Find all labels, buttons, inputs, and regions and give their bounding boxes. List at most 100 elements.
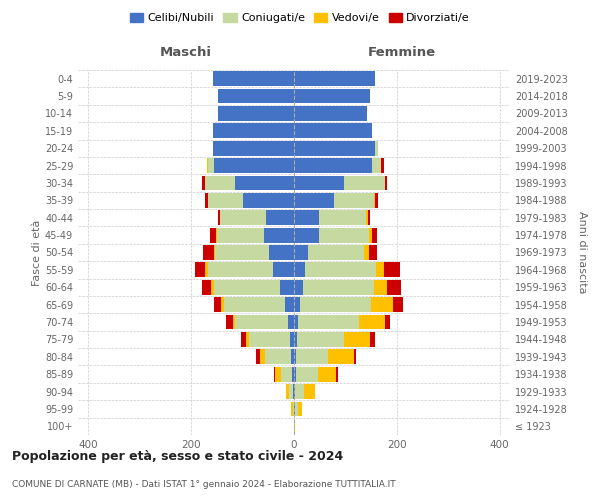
Bar xyxy=(211,280,214,294)
Bar xyxy=(328,350,353,364)
Bar xyxy=(214,280,280,294)
Bar xyxy=(371,228,377,242)
Bar xyxy=(275,367,281,382)
Bar xyxy=(294,106,367,121)
Bar xyxy=(205,193,208,208)
Bar xyxy=(195,262,205,278)
Bar xyxy=(241,332,246,347)
Bar xyxy=(266,210,294,225)
Bar xyxy=(294,419,295,434)
Bar xyxy=(294,350,296,364)
Bar xyxy=(300,298,371,312)
Bar xyxy=(269,245,294,260)
Bar xyxy=(382,158,384,173)
Bar xyxy=(242,193,294,208)
Bar xyxy=(292,402,293,416)
Bar xyxy=(375,193,378,208)
Bar xyxy=(265,350,291,364)
Bar xyxy=(298,314,359,330)
Bar xyxy=(208,193,242,208)
Bar xyxy=(335,367,338,382)
Bar xyxy=(385,314,389,330)
Bar xyxy=(274,367,275,382)
Bar xyxy=(369,245,377,260)
Bar xyxy=(235,314,288,330)
Bar xyxy=(214,298,221,312)
Bar xyxy=(353,350,356,364)
Bar xyxy=(264,228,294,242)
Bar xyxy=(368,210,370,225)
Bar xyxy=(202,280,211,294)
Bar xyxy=(364,245,369,260)
Bar xyxy=(293,384,294,399)
Bar xyxy=(288,314,294,330)
Bar xyxy=(293,402,294,416)
Bar xyxy=(319,228,369,242)
Bar xyxy=(305,262,376,278)
Bar xyxy=(260,350,265,364)
Legend: Celibi/Nubili, Coniugati/e, Vedovi/e, Divorziati/e: Celibi/Nubili, Coniugati/e, Vedovi/e, Di… xyxy=(125,8,475,28)
Bar xyxy=(376,262,384,278)
Bar xyxy=(385,176,387,190)
Bar xyxy=(286,384,289,399)
Text: Maschi: Maschi xyxy=(160,46,212,59)
Bar xyxy=(374,193,375,208)
Bar xyxy=(375,141,378,156)
Bar xyxy=(233,314,235,330)
Bar xyxy=(208,262,274,278)
Bar xyxy=(203,245,214,260)
Bar xyxy=(294,210,319,225)
Bar xyxy=(209,228,216,242)
Bar xyxy=(294,367,296,382)
Y-axis label: Fasce di età: Fasce di età xyxy=(32,220,42,286)
Bar xyxy=(294,402,295,416)
Bar xyxy=(370,332,375,347)
Bar xyxy=(208,158,214,173)
Bar xyxy=(317,367,335,382)
Bar xyxy=(221,298,224,312)
Bar xyxy=(218,210,220,225)
Bar xyxy=(294,245,308,260)
Bar xyxy=(256,350,260,364)
Text: Popolazione per età, sesso e stato civile - 2024: Popolazione per età, sesso e stato civil… xyxy=(12,450,343,463)
Bar xyxy=(207,158,208,173)
Y-axis label: Anni di nascita: Anni di nascita xyxy=(577,211,587,294)
Bar xyxy=(214,158,294,173)
Bar xyxy=(249,332,290,347)
Bar xyxy=(384,262,400,278)
Bar xyxy=(294,384,295,399)
Bar xyxy=(298,402,302,416)
Bar xyxy=(304,384,314,399)
Bar xyxy=(294,124,372,138)
Bar xyxy=(281,367,292,382)
Bar xyxy=(296,350,328,364)
Bar xyxy=(292,367,294,382)
Bar xyxy=(371,298,393,312)
Bar xyxy=(294,314,298,330)
Bar xyxy=(285,298,294,312)
Bar xyxy=(344,176,385,190)
Bar xyxy=(291,350,294,364)
Bar xyxy=(215,245,269,260)
Bar xyxy=(217,228,264,242)
Bar xyxy=(289,384,293,399)
Bar xyxy=(294,88,370,104)
Bar xyxy=(387,280,401,294)
Bar xyxy=(213,124,294,138)
Bar xyxy=(374,280,387,294)
Bar xyxy=(274,262,294,278)
Bar xyxy=(359,314,385,330)
Bar xyxy=(294,141,375,156)
Bar xyxy=(226,314,233,330)
Text: Femmine: Femmine xyxy=(368,46,436,59)
Bar xyxy=(297,332,344,347)
Bar xyxy=(294,72,375,86)
Bar xyxy=(294,158,372,173)
Bar xyxy=(220,210,266,225)
Bar xyxy=(393,298,403,312)
Text: COMUNE DI CARNATE (MB) - Dati ISTAT 1° gennaio 2024 - Elaborazione TUTTITALIA.IT: COMUNE DI CARNATE (MB) - Dati ISTAT 1° g… xyxy=(12,480,395,489)
Bar xyxy=(295,402,298,416)
Bar xyxy=(214,245,215,260)
Bar xyxy=(294,228,319,242)
Bar xyxy=(205,176,235,190)
